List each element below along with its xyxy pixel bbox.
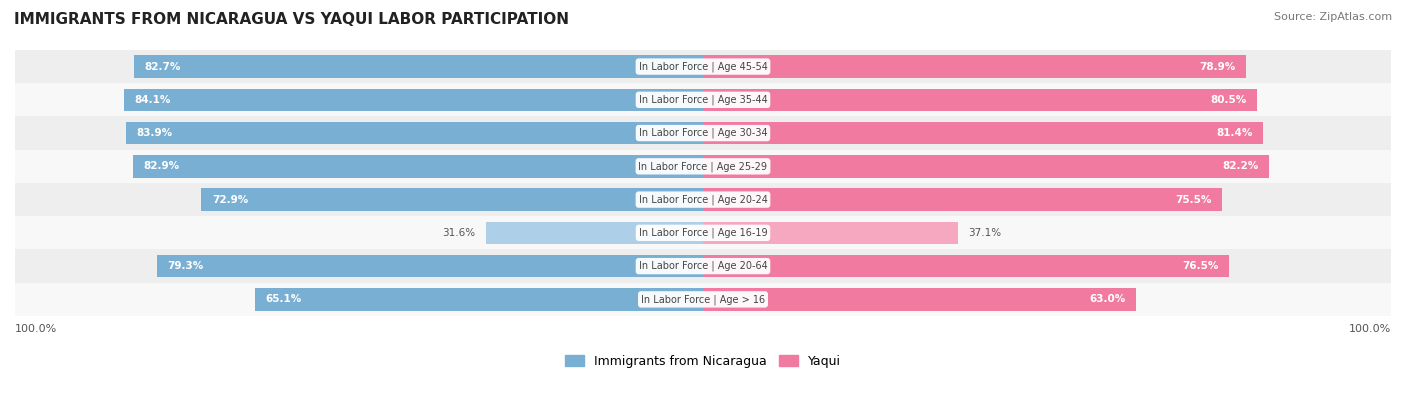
Bar bbox=[157, 255, 703, 277]
Bar bbox=[703, 55, 1246, 78]
Text: 80.5%: 80.5% bbox=[1211, 95, 1247, 105]
Text: 65.1%: 65.1% bbox=[266, 294, 302, 305]
Bar bbox=[201, 188, 703, 211]
Text: 81.4%: 81.4% bbox=[1216, 128, 1253, 138]
Bar bbox=[254, 288, 703, 311]
Text: 63.0%: 63.0% bbox=[1090, 294, 1126, 305]
Text: In Labor Force | Age 16-19: In Labor Force | Age 16-19 bbox=[638, 228, 768, 238]
Bar bbox=[15, 183, 1391, 216]
Text: In Labor Force | Age > 16: In Labor Force | Age > 16 bbox=[641, 294, 765, 305]
Text: 83.9%: 83.9% bbox=[136, 128, 172, 138]
Text: In Labor Force | Age 20-24: In Labor Force | Age 20-24 bbox=[638, 194, 768, 205]
Text: 31.6%: 31.6% bbox=[441, 228, 475, 238]
Bar bbox=[134, 55, 703, 78]
Text: 84.1%: 84.1% bbox=[135, 95, 172, 105]
Text: IMMIGRANTS FROM NICARAGUA VS YAQUI LABOR PARTICIPATION: IMMIGRANTS FROM NICARAGUA VS YAQUI LABOR… bbox=[14, 12, 569, 27]
Bar bbox=[15, 250, 1391, 283]
Text: 82.2%: 82.2% bbox=[1222, 161, 1258, 171]
Bar bbox=[703, 88, 1257, 111]
Text: In Labor Force | Age 45-54: In Labor Force | Age 45-54 bbox=[638, 61, 768, 72]
Text: 82.9%: 82.9% bbox=[143, 161, 179, 171]
Bar bbox=[703, 155, 1268, 178]
Bar bbox=[703, 122, 1263, 145]
Text: 75.5%: 75.5% bbox=[1175, 195, 1212, 205]
Text: In Labor Force | Age 35-44: In Labor Force | Age 35-44 bbox=[638, 94, 768, 105]
Bar bbox=[124, 88, 703, 111]
Text: 37.1%: 37.1% bbox=[969, 228, 1001, 238]
Text: 100.0%: 100.0% bbox=[1348, 324, 1391, 334]
Legend: Immigrants from Nicaragua, Yaqui: Immigrants from Nicaragua, Yaqui bbox=[560, 350, 846, 373]
Bar bbox=[15, 283, 1391, 316]
Text: 78.9%: 78.9% bbox=[1199, 62, 1236, 71]
Text: 72.9%: 72.9% bbox=[212, 195, 247, 205]
Text: Source: ZipAtlas.com: Source: ZipAtlas.com bbox=[1274, 12, 1392, 22]
Bar bbox=[15, 150, 1391, 183]
Bar bbox=[132, 155, 703, 178]
Bar bbox=[15, 216, 1391, 250]
Text: In Labor Force | Age 30-34: In Labor Force | Age 30-34 bbox=[638, 128, 768, 138]
Text: In Labor Force | Age 25-29: In Labor Force | Age 25-29 bbox=[638, 161, 768, 171]
Bar bbox=[485, 222, 703, 244]
Bar bbox=[125, 122, 703, 145]
Text: 100.0%: 100.0% bbox=[15, 324, 58, 334]
Bar bbox=[15, 50, 1391, 83]
Bar bbox=[703, 288, 1136, 311]
Bar bbox=[703, 222, 959, 244]
Text: 82.7%: 82.7% bbox=[145, 62, 181, 71]
Bar bbox=[15, 83, 1391, 117]
Text: In Labor Force | Age 20-64: In Labor Force | Age 20-64 bbox=[638, 261, 768, 271]
Text: 79.3%: 79.3% bbox=[167, 261, 204, 271]
Bar bbox=[15, 117, 1391, 150]
Bar bbox=[703, 188, 1222, 211]
Bar bbox=[703, 255, 1229, 277]
Text: 76.5%: 76.5% bbox=[1182, 261, 1219, 271]
